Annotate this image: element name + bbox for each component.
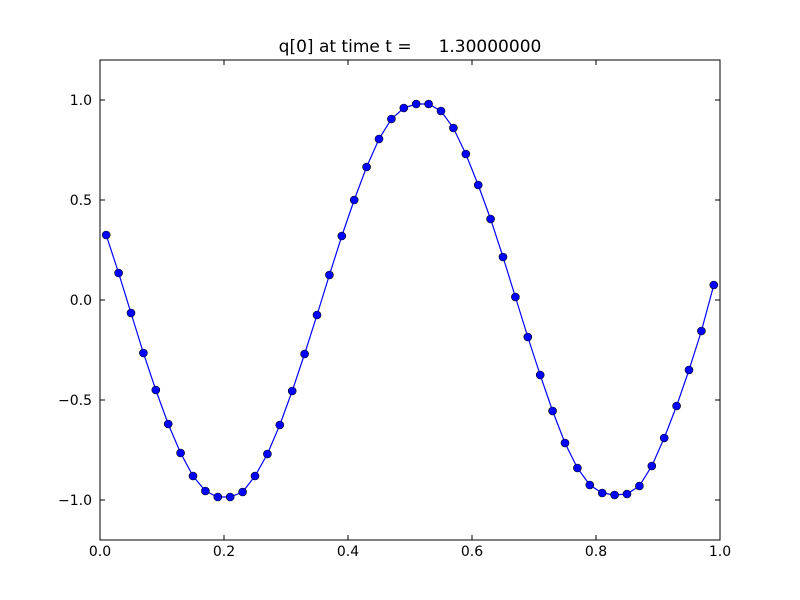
data-point bbox=[300, 349, 309, 359]
data-point bbox=[337, 231, 347, 241]
plot-frame bbox=[99, 59, 721, 541]
data-point bbox=[399, 103, 409, 113]
data-point bbox=[325, 270, 334, 280]
data-point bbox=[647, 461, 657, 471]
data-point bbox=[312, 310, 322, 320]
data-point bbox=[201, 486, 210, 496]
data-point bbox=[126, 308, 136, 318]
data-point bbox=[411, 99, 421, 109]
data-point bbox=[473, 180, 483, 190]
data-point bbox=[225, 492, 235, 502]
data-point bbox=[263, 449, 272, 459]
data-point bbox=[622, 489, 632, 499]
data-point bbox=[424, 99, 433, 109]
y-tick-label: 0.5 bbox=[70, 193, 92, 209]
data-point bbox=[449, 123, 458, 133]
data-point bbox=[176, 448, 185, 458]
data-point bbox=[151, 385, 161, 395]
x-tick-label: 0.0 bbox=[89, 544, 111, 560]
x-tick-label: 0.6 bbox=[461, 544, 483, 560]
x-tick-label: 0.2 bbox=[213, 544, 235, 560]
data-point bbox=[486, 214, 495, 224]
data-point bbox=[436, 106, 446, 116]
data-line bbox=[105, 103, 715, 498]
data-point bbox=[275, 420, 285, 430]
y-tick-label: 0.0 bbox=[70, 293, 92, 309]
y-tick-label: −0.5 bbox=[58, 393, 92, 409]
data-point bbox=[597, 488, 607, 498]
data-point bbox=[697, 326, 706, 336]
x-tick-label: 0.4 bbox=[337, 544, 359, 560]
data-point bbox=[498, 252, 508, 262]
y-tick-label: −1.0 bbox=[58, 493, 92, 509]
data-point bbox=[213, 492, 223, 502]
data-point bbox=[709, 280, 719, 290]
data-point bbox=[659, 433, 669, 443]
data-point bbox=[511, 292, 520, 302]
data-point bbox=[610, 490, 619, 500]
data-point bbox=[585, 480, 595, 490]
y-tick-label: 1.0 bbox=[70, 93, 92, 109]
data-point bbox=[250, 471, 260, 481]
data-point bbox=[461, 149, 471, 159]
data-point bbox=[101, 230, 111, 240]
data-point bbox=[139, 348, 148, 358]
data-point bbox=[535, 370, 545, 380]
data-point bbox=[238, 487, 247, 497]
x-tick-label: 0.8 bbox=[585, 544, 607, 560]
data-point bbox=[287, 386, 297, 396]
data-point bbox=[635, 481, 644, 491]
data-point bbox=[163, 419, 173, 429]
data-point bbox=[349, 195, 359, 205]
chart-title: q[0] at time t = 1.30000000 bbox=[279, 37, 542, 57]
data-point bbox=[573, 463, 582, 473]
data-point bbox=[672, 401, 681, 411]
data-point bbox=[548, 406, 557, 416]
data-point bbox=[523, 332, 533, 342]
data-point bbox=[114, 268, 123, 278]
data-point bbox=[560, 438, 570, 448]
x-tick-label: 1.0 bbox=[709, 544, 731, 560]
data-point bbox=[188, 471, 198, 481]
data-point bbox=[374, 134, 384, 144]
data-point bbox=[362, 162, 371, 172]
data-point bbox=[684, 365, 694, 375]
data-point bbox=[387, 114, 396, 124]
